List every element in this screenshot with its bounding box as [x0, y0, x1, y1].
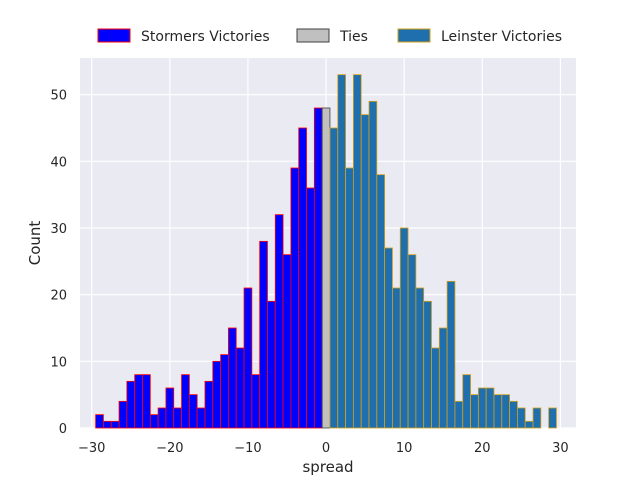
bars [95, 74, 557, 429]
bar-stormers-victories [313, 107, 323, 429]
y-tick-label: 20 [50, 289, 67, 304]
bar-stormers-victories [103, 420, 112, 429]
bar-stormers-victories [149, 414, 159, 429]
bar-stormers-victories [282, 254, 292, 429]
bar-ties [321, 107, 331, 429]
bar-stormers-victories [142, 374, 151, 429]
bar-stormers-victories [165, 387, 175, 429]
bar-stormers-victories [95, 414, 104, 429]
bar-leinster-victories [399, 227, 409, 429]
x-tick-labels: −30 −20 −10 0 10 20 30 [78, 441, 569, 456]
bar-leinster-victories [438, 327, 448, 429]
bar-stormers-victories [251, 374, 261, 429]
bar-stormers-victories [110, 420, 120, 429]
bar-leinster-victories [524, 420, 534, 429]
legend-label-stormers-victories: Stormers Victories [141, 29, 270, 45]
bar-leinster-victories [532, 407, 542, 429]
bar-stormers-victories [134, 374, 143, 429]
bar-leinster-victories [501, 394, 511, 429]
bar-leinster-victories [548, 407, 557, 429]
bar-leinster-victories [329, 127, 339, 429]
bar-leinster-victories [368, 100, 378, 429]
bar-stormers-victories [220, 354, 229, 429]
bar-leinster-victories [462, 374, 471, 429]
y-tick-label: 10 [50, 355, 67, 370]
bar-leinster-victories [493, 394, 503, 429]
y-tick-labels: 0 10 20 30 40 50 [50, 89, 67, 437]
bar-leinster-victories [517, 407, 526, 429]
bar-stormers-victories [274, 214, 284, 429]
y-tick-label: 30 [50, 222, 67, 237]
bar-leinster-victories [485, 387, 495, 429]
x-tick-label: 0 [322, 441, 330, 456]
bar-stormers-victories [290, 167, 300, 429]
x-tick-label: −30 [78, 441, 105, 456]
bar-leinster-victories [352, 74, 362, 429]
bar-stormers-victories [204, 380, 214, 429]
bar-stormers-victories [298, 127, 307, 429]
y-tick-label: 0 [59, 422, 67, 437]
bar-leinster-victories [407, 254, 417, 429]
bar-leinster-victories [337, 74, 346, 429]
bar-stormers-victories [126, 380, 136, 429]
bar-stormers-victories [267, 300, 276, 429]
bar-leinster-victories [345, 167, 354, 429]
bar-stormers-victories [259, 240, 268, 429]
bar-stormers-victories [181, 374, 190, 429]
bar-leinster-victories [392, 287, 401, 429]
x-tick-label: −10 [234, 441, 261, 456]
bar-leinster-victories [423, 300, 432, 429]
bar-leinster-victories [477, 387, 487, 429]
bar-leinster-victories [454, 400, 464, 429]
legend-swatch-ties [296, 28, 330, 43]
bar-stormers-victories [212, 360, 221, 429]
bar-stormers-victories [306, 187, 315, 429]
bar-stormers-victories [157, 407, 167, 429]
bar-leinster-victories [360, 114, 370, 429]
bar-stormers-victories [188, 394, 198, 429]
legend-swatch-leinster-victories [397, 28, 431, 43]
x-axis-label: spread [302, 458, 353, 476]
bar-stormers-victories [173, 407, 182, 429]
legend-label-ties: Ties [339, 29, 368, 45]
bar-leinster-victories [470, 394, 479, 429]
bar-leinster-victories [431, 347, 440, 429]
legend-label-leinster-victories: Leinster Victories [441, 29, 562, 45]
x-tick-label: 30 [552, 441, 569, 456]
legend-swatch-stormers-victories [97, 28, 131, 43]
bar-stormers-victories [235, 347, 245, 429]
bar-leinster-victories [446, 280, 456, 429]
bar-leinster-victories [415, 287, 425, 429]
x-tick-label: 10 [396, 441, 413, 456]
x-tick-label: 20 [474, 441, 491, 456]
bar-stormers-victories [196, 407, 206, 429]
bar-leinster-victories [384, 247, 393, 429]
bar-stormers-victories [228, 327, 237, 429]
bar-leinster-victories [509, 400, 518, 429]
bar-leinster-victories [376, 174, 386, 429]
bar-stormers-victories [243, 287, 253, 429]
x-tick-label: −20 [156, 441, 183, 456]
y-axis-label: Count [26, 221, 44, 266]
y-tick-label: 40 [50, 155, 67, 170]
y-tick-label: 50 [50, 89, 67, 104]
bar-stormers-victories [118, 400, 128, 429]
legend: Stormers Victories Ties Leinster Victories [97, 28, 562, 45]
